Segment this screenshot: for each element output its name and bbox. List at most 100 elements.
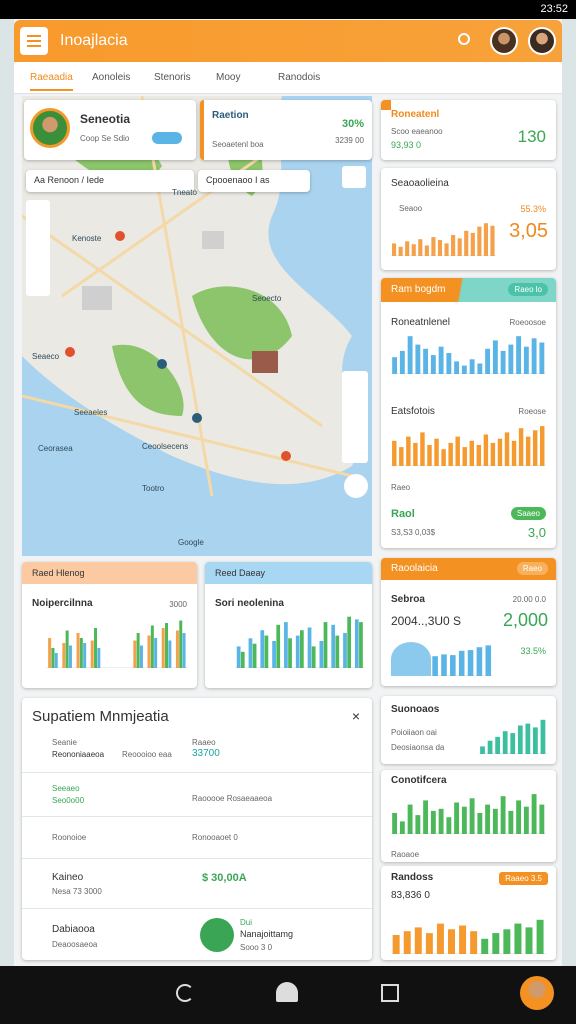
bar (504, 432, 510, 466)
bar (469, 798, 475, 834)
chart-title: Noipercilnna (32, 598, 93, 609)
bar (523, 346, 529, 374)
stat-amount: 3239 00 (335, 136, 364, 145)
trend-card[interactable]: Seaoaolieina Seaoo 55.3% 3,05 (381, 168, 556, 270)
bar (487, 740, 493, 754)
row-middle: Reoooioo eaa (122, 750, 172, 759)
bar (147, 635, 151, 668)
summary-amount: 93,93 0 (391, 140, 422, 150)
list-card[interactable]: Suonoaos Poioiiaon oai Deosiaonsa da (381, 696, 556, 764)
chart-card[interactable]: Raed Hlenog Noipercilnna 3000 (22, 562, 197, 688)
bar (133, 640, 137, 668)
map-pin (281, 451, 291, 461)
stat-title: Raetion (212, 110, 249, 121)
list-pill[interactable]: Raaeo 3.5 (499, 872, 548, 885)
stats-card[interactable]: Raoolaicia Raeo Sebroa 20.00 0.0 2004..,… (381, 558, 556, 686)
bar (65, 630, 69, 668)
nav-recent[interactable] (381, 984, 399, 1002)
tab[interactable]: Raeaadia (30, 72, 73, 91)
bar (83, 643, 87, 668)
bar-chart (431, 645, 493, 676)
bar (434, 438, 439, 466)
chart-note: Roeoosoe (509, 318, 546, 327)
nav-home[interactable] (276, 982, 298, 1002)
bar (446, 353, 452, 374)
map-zoom-controls[interactable] (26, 200, 50, 296)
bar (457, 238, 462, 256)
bar (76, 633, 80, 668)
bar (536, 919, 544, 954)
nav-bar (0, 966, 576, 1024)
map-search[interactable]: Cpooenaoo I as (198, 170, 310, 192)
bar (295, 635, 300, 668)
bar (418, 239, 423, 256)
bar (469, 440, 474, 466)
stats-note: 20.00 0.0 (512, 595, 546, 604)
bar (399, 821, 405, 834)
divider (22, 858, 372, 859)
avatar[interactable] (490, 27, 518, 55)
profile-subtitle: Coop Se Sdio (80, 134, 130, 143)
bar (407, 804, 413, 834)
chart-title: Roneatnlenel (391, 317, 450, 328)
list-amount: 83,836 0 (391, 890, 430, 901)
map-tools[interactable] (342, 371, 368, 463)
tab[interactable]: Mooy (216, 72, 241, 83)
list-card[interactable]: Conotifcera Raoaoe (381, 770, 556, 862)
menu-button[interactable] (20, 27, 48, 55)
avatar[interactable] (528, 27, 556, 55)
map-layers-button[interactable] (342, 166, 366, 188)
summary-card[interactable]: Roneatenl Scoo eaeanoo 93,93 0 130 (381, 100, 556, 160)
bar (424, 245, 429, 256)
group-footer-pill[interactable]: Saaeo (510, 507, 546, 520)
divider (22, 908, 372, 909)
map-label: Tootro (142, 484, 165, 493)
group-card[interactable]: Ram bogdm Raeo lo Roneatnlenel Roeoosoe … (381, 278, 556, 548)
bar (448, 929, 455, 954)
group-footer-amount: S3,S3 0,03$ (391, 528, 436, 537)
row-subtitle: Reononiaaeoa (52, 750, 105, 759)
map-locate-button[interactable] (344, 474, 368, 498)
list-card[interactable]: Randoss 83,836 0 Raaeo 3.5 (381, 866, 556, 960)
bar (272, 641, 276, 668)
stat-card[interactable]: Raetion Seoaetenl boa 30% 3239 00 (200, 100, 372, 160)
tab[interactable]: Aonoleis (92, 72, 131, 83)
group-footer-label: Raeo (391, 483, 411, 492)
map-building (202, 231, 224, 249)
group-pill[interactable]: Raeo lo (508, 283, 548, 296)
bar (516, 800, 522, 834)
app-header[interactable]: Inoajlacia (14, 20, 562, 62)
profile-card[interactable]: Seneotia Coop Se Sdio (24, 100, 196, 160)
nav-back[interactable] (176, 984, 194, 1002)
list-line: Deosiaonsa da (391, 743, 445, 752)
group-footer-value: 3,0 (527, 525, 546, 540)
chart-title: Sori neolenina (215, 598, 284, 609)
close-button[interactable]: × (351, 708, 360, 724)
row-right-title: Raaeo (192, 738, 216, 747)
map-search[interactable]: Aa Renoon / Iede (26, 170, 194, 192)
profile-toggle[interactable] (152, 132, 182, 144)
bar (79, 638, 83, 668)
bar (284, 622, 288, 668)
row-right-title: Dui (240, 918, 253, 927)
bar (477, 226, 482, 256)
stats-pill[interactable]: Raeo (516, 562, 548, 575)
list-title: Randoss (391, 872, 434, 883)
row-subtitle: Deaoosaeoa (52, 940, 98, 949)
bar (483, 223, 488, 256)
nav-avatar[interactable] (520, 976, 554, 1010)
bar (430, 355, 436, 374)
bar (399, 350, 405, 374)
bar (485, 348, 491, 374)
chart-card[interactable]: Reed Daeay Sori neolenina (205, 562, 372, 688)
bar (485, 804, 491, 834)
bar-chart (479, 719, 547, 754)
stat-subtitle: Seoaetenl boa (212, 140, 264, 149)
bar (248, 638, 253, 668)
search-icon[interactable] (458, 33, 470, 45)
bar (343, 632, 347, 668)
tab[interactable]: Ranodois (278, 72, 321, 83)
bar (492, 340, 498, 374)
bar (497, 438, 503, 466)
tab[interactable]: Stenoris (154, 72, 191, 83)
